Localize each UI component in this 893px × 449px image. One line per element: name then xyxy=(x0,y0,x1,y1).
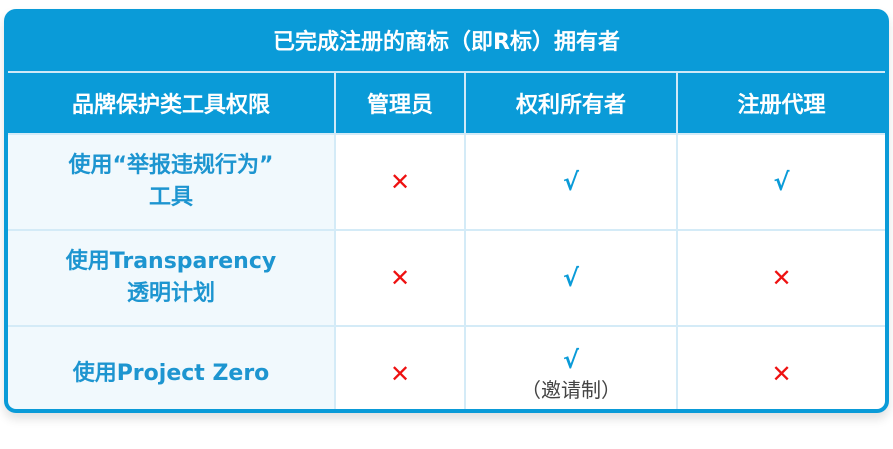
check-icon: √ xyxy=(773,168,790,196)
permission-cell: ✕ xyxy=(334,325,465,409)
cross-icon: ✕ xyxy=(389,360,411,388)
column-header: 管理员 xyxy=(334,73,465,134)
cross-icon: ✕ xyxy=(389,168,411,196)
check-icon: √ xyxy=(562,168,579,196)
permission-cell: ✕ xyxy=(334,133,465,230)
cross-icon: ✕ xyxy=(771,360,792,388)
column-header: 权利所有者 xyxy=(464,73,677,134)
permission-cell: ✕ xyxy=(676,229,885,326)
table-row: 使用“举报违规行为” 工具 ✕ √ √ xyxy=(8,133,885,230)
permission-cell: √ xyxy=(464,133,677,230)
table-row: 使用Transparency 透明计划 ✕ √ ✕ xyxy=(8,229,885,326)
column-header: 品牌保护类工具权限 xyxy=(8,73,335,134)
row-label: 使用Project Zero xyxy=(8,325,335,409)
cross-icon: ✕ xyxy=(389,264,411,292)
row-label-line: 透明计划 xyxy=(126,281,215,306)
table-row: 使用Project Zero ✕ √ （邀请制） ✕ xyxy=(8,325,885,409)
column-header: 注册代理 xyxy=(676,73,885,134)
permission-cell: ✕ xyxy=(676,325,885,409)
cross-icon: ✕ xyxy=(771,264,792,292)
row-label-line: 工具 xyxy=(148,185,193,210)
permission-cell: √ xyxy=(676,133,885,230)
permission-note: （邀请制） xyxy=(521,377,621,402)
row-label: 使用“举报违规行为” 工具 xyxy=(8,133,335,230)
check-icon: √ xyxy=(562,264,579,292)
table-title: 已完成注册的商标（即R标）拥有者 xyxy=(8,9,885,73)
row-label-line: 使用Project Zero xyxy=(72,361,270,386)
row-label-line: 使用“举报违规行为” xyxy=(68,153,274,178)
row-label-line: 使用Transparency xyxy=(65,249,277,274)
permission-cell: √ （邀请制） xyxy=(464,325,677,409)
check-icon: √ xyxy=(562,345,579,374)
permissions-table: 品牌保护类工具权限 管理员 权利所有者 注册代理 使用“举报违规行为” 工具 ✕ √ √ 使用T… xyxy=(8,73,885,409)
permissions-table-card: 已完成注册的商标（即R标）拥有者 品牌保护类工具权限 管理员 权利所有者 注册代理 使… xyxy=(4,9,889,413)
row-label: 使用Transparency 透明计划 xyxy=(8,229,335,326)
permission-cell: ✕ xyxy=(334,229,465,326)
permission-cell: √ xyxy=(464,229,677,326)
